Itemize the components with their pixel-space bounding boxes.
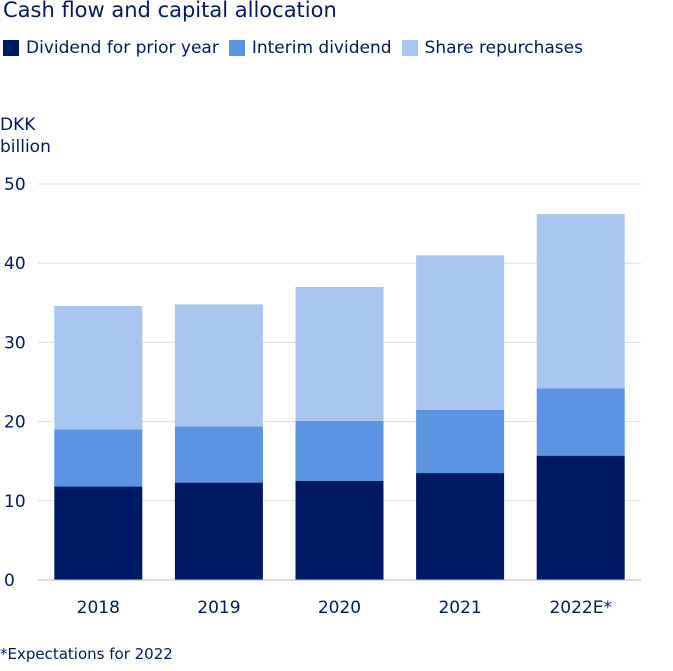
bar-dividend-for-prior-year-2021 <box>416 473 505 580</box>
x-tick-label-2019: 2019 <box>197 598 240 618</box>
bar-dividend-for-prior-year-2019 <box>174 482 263 580</box>
chart-footnote: *Expectations for 2022 <box>0 645 173 663</box>
y-tick-label-20: 20 <box>4 413 26 433</box>
bar-share-repurchases-2022e <box>536 214 625 389</box>
x-tick-label-2018: 2018 <box>77 598 120 618</box>
y-axis-label-unit: DKK <box>0 115 36 135</box>
legend-label-share-repurchases: Share repurchases <box>424 38 583 58</box>
bar-share-repurchases-2018 <box>54 305 143 430</box>
bar-share-repurchases-2019 <box>174 304 263 427</box>
bar-interim-dividend-2021 <box>416 409 505 474</box>
bar-interim-dividend-2022e <box>536 388 625 456</box>
chart-plot: 0 10 20 30 40 50 2018 2019 2020 2021 2022E* <box>4 175 641 618</box>
y-tick-label-50: 50 <box>4 175 26 195</box>
legend-swatch-interim-dividend <box>228 40 245 56</box>
y-axis-label-scale: billion <box>0 137 51 157</box>
x-tick-label-2020: 2020 <box>318 598 361 618</box>
bar-interim-dividend-2020 <box>295 420 384 481</box>
legend-item-share-repurchases: Share repurchases <box>401 38 583 58</box>
y-tick-label-30: 30 <box>4 333 26 353</box>
x-tick-label-2021: 2021 <box>438 598 481 618</box>
x-tick-label-2022e: 2022E* <box>549 598 612 618</box>
bar-dividend-for-prior-year-2022e <box>536 455 625 580</box>
bar-share-repurchases-2021 <box>416 255 505 410</box>
bar-share-repurchases-2020 <box>295 286 384 421</box>
y-tick-label-0: 0 <box>4 571 15 591</box>
chart-legend: Dividend for prior year Interim dividend… <box>3 36 593 60</box>
bar-interim-dividend-2019 <box>174 426 263 483</box>
chart-title: Cash flow and capital allocation <box>3 0 337 22</box>
bar-dividend-for-prior-year-2018 <box>54 486 143 580</box>
legend-item-interim-dividend: Interim dividend <box>228 38 392 58</box>
legend-swatch-dividend-prior-year <box>3 40 19 56</box>
y-tick-label-40: 40 <box>4 254 26 274</box>
y-axis-label: DKK billion <box>0 114 51 158</box>
bar-interim-dividend-2018 <box>54 429 143 487</box>
legend-label-interim-dividend: Interim dividend <box>251 38 392 58</box>
y-tick-label-10: 10 <box>4 492 26 512</box>
legend-swatch-share-repurchases <box>401 40 418 56</box>
legend-item-dividend-prior-year: Dividend for prior year <box>3 38 219 58</box>
bar-dividend-for-prior-year-2020 <box>295 481 384 580</box>
legend-label-dividend-prior-year: Dividend for prior year <box>26 38 219 58</box>
